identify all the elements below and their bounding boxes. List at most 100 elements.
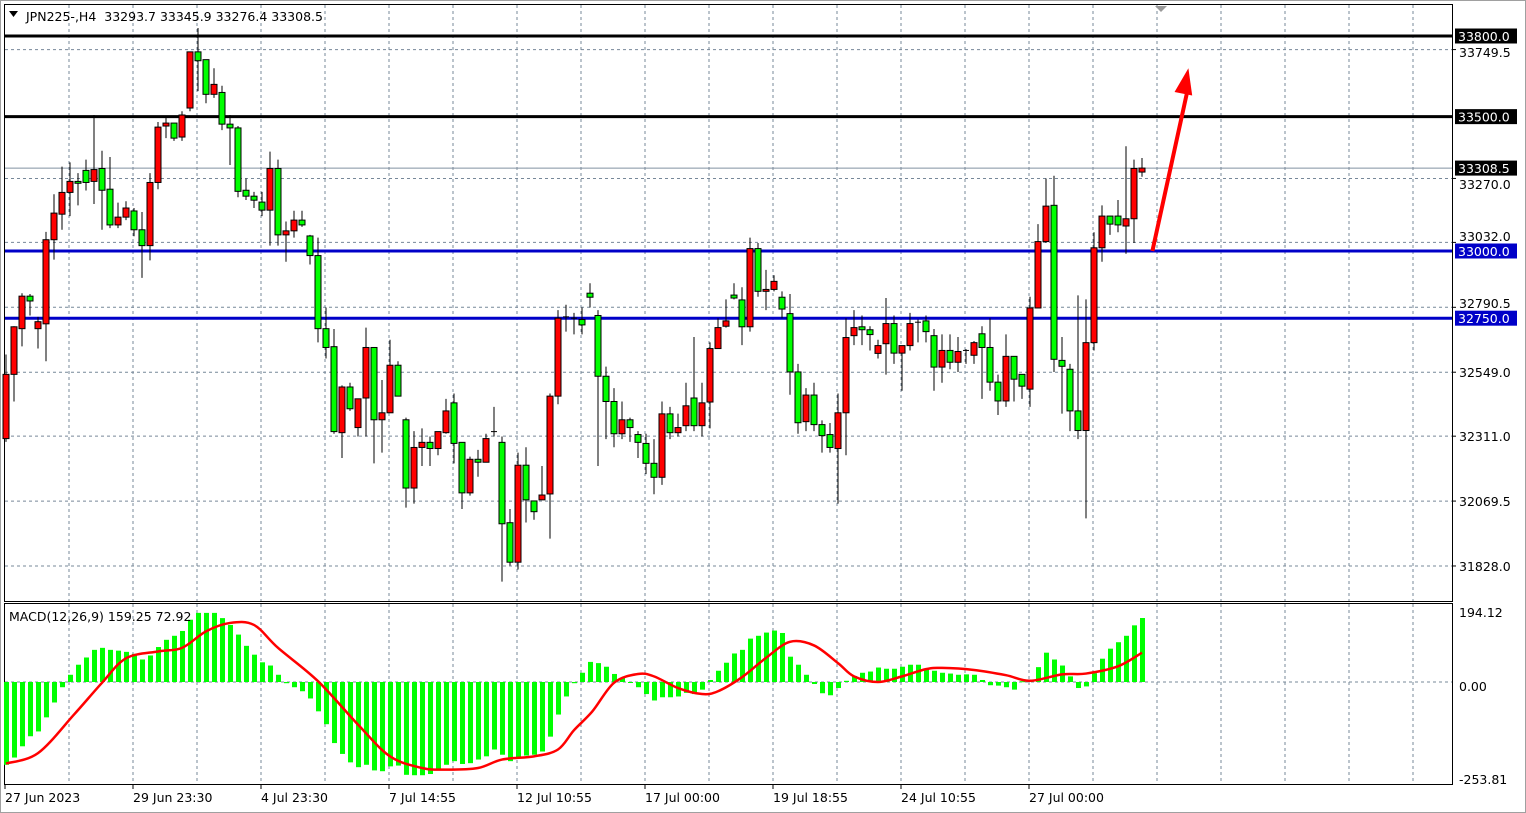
candle xyxy=(898,345,906,391)
macd-bar xyxy=(380,682,385,772)
price-tick-label: 32790.5 xyxy=(1459,296,1511,311)
candle-body xyxy=(202,59,210,95)
support-price-tag-bg xyxy=(1455,310,1517,326)
macd-bar xyxy=(28,682,33,737)
candle-body xyxy=(538,494,546,501)
candle xyxy=(858,315,866,346)
candle xyxy=(938,334,946,383)
candle xyxy=(426,436,434,466)
candle-body xyxy=(242,189,250,197)
candle-body xyxy=(770,280,778,290)
candle-body xyxy=(194,51,202,62)
price-axis: 33749.5 33270.0 33032.0 32790.5 32549.0 32311… xyxy=(1452,45,1511,574)
macd-bar xyxy=(364,682,369,765)
macd-bar xyxy=(732,653,737,682)
macd-bar xyxy=(524,682,529,756)
candle xyxy=(994,374,1002,415)
chart-shift-marker-icon[interactable] xyxy=(1155,6,1167,12)
macd-bar xyxy=(804,674,809,682)
candle-body xyxy=(154,126,162,183)
candle xyxy=(114,202,122,229)
candle-body xyxy=(282,230,290,236)
macd-bar xyxy=(396,682,401,766)
candle-body xyxy=(50,212,58,241)
candle-body xyxy=(1122,218,1130,227)
candle-body xyxy=(730,294,738,299)
macd-bar xyxy=(284,682,289,684)
candle xyxy=(618,401,626,440)
candle-body xyxy=(234,127,242,192)
signal-line xyxy=(5,620,1143,771)
candle xyxy=(258,191,266,217)
candle-body xyxy=(162,122,170,127)
candle-body xyxy=(514,464,522,563)
candle xyxy=(402,417,410,508)
macd-bar xyxy=(60,682,65,688)
candle xyxy=(82,159,90,191)
candle xyxy=(563,304,569,332)
candle xyxy=(202,59,210,104)
candle xyxy=(626,417,634,442)
candle-body xyxy=(34,321,42,330)
candle-body xyxy=(874,345,882,354)
macd-bar xyxy=(236,634,241,682)
candle-body xyxy=(1010,355,1018,380)
candle-body xyxy=(138,229,146,247)
candle xyxy=(642,433,650,475)
macd-pane[interactable]: 194.12 0.00 -253.81 MACD(12,26,9) 159.25 7… xyxy=(4,603,1507,788)
candle-body xyxy=(10,326,18,375)
macd-bar xyxy=(828,682,833,696)
candle xyxy=(802,388,810,432)
macd-bar xyxy=(556,682,561,715)
candle xyxy=(250,191,258,208)
macd-bar xyxy=(228,624,233,682)
macd-bar xyxy=(612,673,617,682)
candle-body xyxy=(922,320,930,333)
candle-body xyxy=(674,427,682,434)
macd-bar xyxy=(108,649,113,682)
candle xyxy=(1074,295,1082,440)
candle xyxy=(738,287,746,346)
candle-body xyxy=(522,464,530,501)
candle xyxy=(826,423,834,453)
candle xyxy=(1090,232,1098,351)
price-pane[interactable]: 33749.5 33270.0 33032.0 32790.5 32549.0 32311… xyxy=(2,4,1517,602)
candle xyxy=(290,210,298,238)
candle-body xyxy=(74,180,82,184)
macd-bar xyxy=(1076,682,1081,689)
candle xyxy=(234,126,242,198)
candle xyxy=(922,315,930,343)
candle xyxy=(154,122,162,190)
candle-body xyxy=(906,323,914,347)
candle-body xyxy=(1098,215,1106,249)
candle xyxy=(474,449,482,477)
candle-body xyxy=(826,434,834,448)
candle-body xyxy=(170,122,178,139)
candle-body xyxy=(450,402,458,444)
candle-body xyxy=(786,313,794,373)
candles xyxy=(2,27,1146,582)
macd-bar xyxy=(92,649,97,682)
candle xyxy=(650,439,658,495)
candle-body xyxy=(442,410,450,434)
resistance-price-tag: 33800.0 xyxy=(1458,29,1510,44)
macd-bar xyxy=(388,682,393,767)
macd-bar xyxy=(1052,659,1057,682)
candle xyxy=(834,393,842,504)
red-arrow-annotation[interactable] xyxy=(1150,68,1193,252)
price-pane-border xyxy=(4,4,1453,602)
candle xyxy=(602,366,610,440)
candle xyxy=(298,210,306,227)
dropdown-triangle-icon[interactable] xyxy=(9,11,18,17)
macd-bar xyxy=(596,663,601,682)
macd-bar xyxy=(12,682,17,758)
macd-bar xyxy=(900,666,905,682)
candle xyxy=(1034,224,1042,309)
candle xyxy=(963,349,969,364)
candle xyxy=(954,337,962,372)
macd-axis: 194.12 0.00 -253.81 xyxy=(1459,605,1507,787)
macd-bar xyxy=(516,682,521,758)
candle xyxy=(1082,299,1090,519)
macd-bar xyxy=(268,665,273,682)
